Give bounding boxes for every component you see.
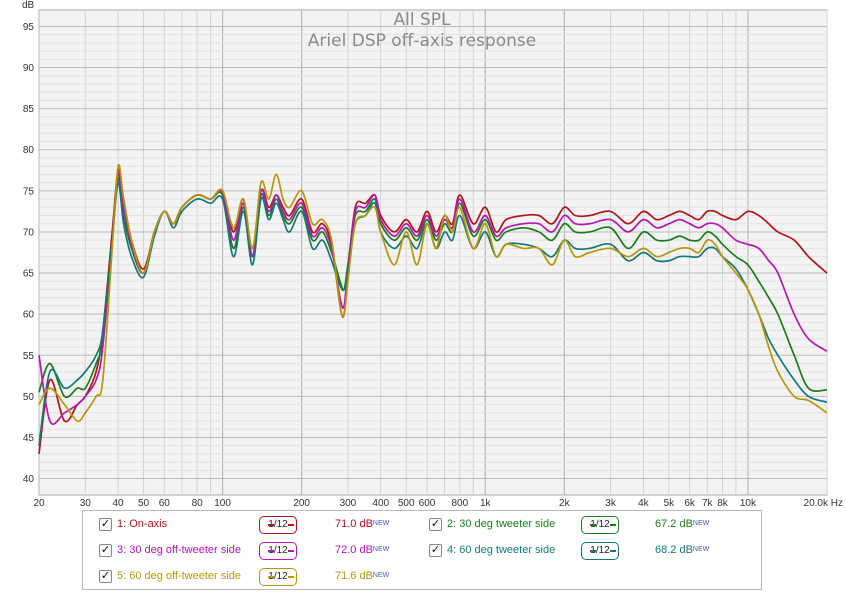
x-tick-label: 60 [159,498,171,508]
y-tick-label: 85 [23,104,35,115]
y-tick-label: 60 [23,310,35,321]
legend: ✓ 1: On-axis 1/12 71.0 dBNEW ✓ 2: 30 deg twee… [82,510,762,590]
x-axis-ticks: 20 30 40 50 60 80 100 200 300 400 500 600 800 1k 2k 3k 4… [33,498,843,508]
new-badge: NEW [372,546,390,553]
x-tick-label: 500 [398,498,415,508]
x-tick-label: 5k [664,498,676,508]
y-tick-label: 45 [23,433,35,444]
legend-series-name: 2: 30 deg tweeter side [447,518,556,530]
plot-area [38,9,828,496]
x-tick-label: 8k [717,498,729,508]
x-tick-label: 30 [80,498,92,508]
legend-item-5[interactable]: ✓ 5: 60 deg off-tweeter side 1/12 71.6 dBNE… [99,565,419,587]
y-tick-label: 75 [23,186,35,197]
smoothing-label: 1/12 [268,545,288,556]
x-tick-label: 100 [214,498,231,508]
y-axis-ticks: 40 45 50 55 60 65 70 75 80 85 90 95 [23,22,35,485]
smoothing-label: 1/12 [268,571,288,582]
y-tick-label: 80 [23,145,35,156]
legend-checkbox[interactable]: ✓ [429,518,442,531]
y-tick-label: 40 [23,474,35,485]
legend-value: 72.0 dBNEW [335,544,390,556]
x-tick-label: 600 [419,498,436,508]
new-badge: NEW [692,520,710,527]
legend-checkbox[interactable]: ✓ [429,544,442,557]
legend-series-name: 3: 30 deg off-tweeter side [117,544,241,556]
x-tick-label: 3k [605,498,617,508]
x-tick-label: 2k [559,498,571,508]
y-tick-label: 50 [23,392,35,403]
x-tick-label: 20.0k Hz [804,498,843,508]
x-tick-label: 50 [138,498,150,508]
x-tick-label: 800 [451,498,468,508]
legend-checkbox[interactable]: ✓ [99,518,112,531]
legend-item-4[interactable]: ✓ 4: 60 deg tweeter side 1/12 68.2 dBNEW [429,539,749,561]
spl-chart: All SPL Ariel DSP off-axis response dB 4… [22,0,843,508]
smoothing-label: 1/12 [268,519,288,530]
smoothing-label: 1/12 [590,519,610,530]
x-tick-label: 20 [33,498,45,508]
x-tick-label: 40 [113,498,125,508]
smoothing-button[interactable]: 1/12 [259,542,297,560]
legend-series-name: 5: 60 deg off-tweeter side [117,570,241,582]
legend-value: 71.0 dBNEW [335,518,390,530]
series-lines [38,163,828,455]
smoothing-button[interactable]: 1/12 [259,568,297,586]
new-badge: NEW [372,572,390,579]
y-tick-label: 70 [23,227,35,238]
legend-item-1[interactable]: ✓ 1: On-axis 1/12 71.0 dBNEW [99,513,419,535]
x-tick-label: 6k [684,498,696,508]
smoothing-button[interactable]: 1/12 [259,516,297,534]
x-tick-label: 200 [293,498,310,508]
y-tick-label: 65 [23,269,35,280]
smoothing-button[interactable]: 1/12 [581,516,619,534]
legend-checkbox[interactable]: ✓ [99,544,112,557]
x-tick-label: 80 [192,498,204,508]
legend-value: 68.2 dBNEW [655,544,710,556]
x-tick-label: 1k [480,498,492,508]
legend-item-2[interactable]: ✓ 2: 30 deg tweeter side 1/12 67.2 dBNEW [429,513,749,535]
x-tick-label: 7k [702,498,714,508]
legend-value: 71.6 dBNEW [335,570,390,582]
x-tick-label: 4k [638,498,650,508]
y-tick-label: 90 [23,63,35,74]
x-tick-label: 10k [740,498,757,508]
smoothing-button[interactable]: 1/12 [581,542,619,560]
legend-value: 67.2 dBNEW [655,518,710,530]
grid [38,10,828,495]
legend-checkbox[interactable]: ✓ [99,570,112,583]
smoothing-label: 1/12 [590,545,610,556]
legend-series-name: 1: On-axis [117,518,168,530]
y-tick-label: 55 [23,351,35,362]
chart-subtitle: Ariel DSP off-axis response [308,31,536,51]
legend-series-name: 4: 60 deg tweeter side [447,544,556,556]
y-tick-label: 95 [23,22,35,33]
new-badge: NEW [372,520,390,527]
x-tick-label: 400 [372,498,389,508]
chart-title: All SPL [394,10,452,30]
legend-item-3[interactable]: ✓ 3: 30 deg off-tweeter side 1/12 72.0 dBNE… [99,539,419,561]
x-tick-label: 300 [340,498,357,508]
y-axis-unit: dB [22,0,35,11]
series-line-5 [38,163,828,423]
new-badge: NEW [692,546,710,553]
